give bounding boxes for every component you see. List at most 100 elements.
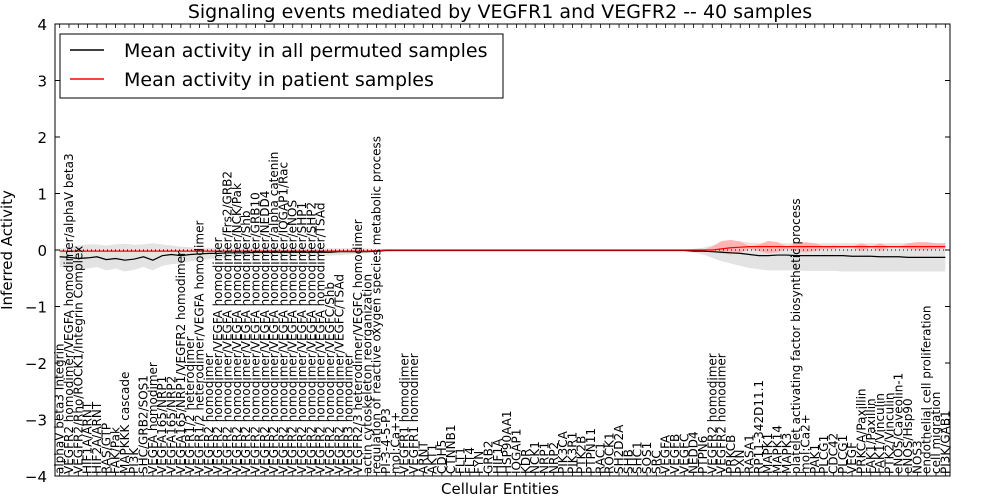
x-tick-label: VEGFA165/NRP2 <box>165 376 179 474</box>
band-patient <box>59 239 946 255</box>
x-tick-label: VEGFR2 homodimer/VEGFA homodimer/Frs2/GR… <box>220 171 234 474</box>
x-tick-label: KDR <box>519 449 533 474</box>
axes: −4 −3 −2 −1 0 1 2 3 4 <box>25 16 951 486</box>
x-tick-label: PTK2B <box>575 436 589 474</box>
x-tick-label: MAPK3 <box>780 433 794 474</box>
x-tick-label: PTPN6 <box>696 436 710 474</box>
x-tick-label: regulation of reactive oxygen species me… <box>370 136 384 474</box>
x-tick-label: FAK1/Vinculin <box>873 393 887 474</box>
x-tick-label: MAPK1 <box>761 433 775 474</box>
y-tick-label: −1 <box>25 299 47 317</box>
x-tick-label: CDH5 <box>435 440 449 474</box>
legend <box>59 33 504 99</box>
legend-label: Mean activity in all permuted samples <box>124 40 487 62</box>
x-tick-label: SHB <box>621 449 635 474</box>
x-tick-label: NRP1 <box>537 442 551 474</box>
x-tick-label: actin cytoskeleton reorganization <box>360 274 374 474</box>
x-tick-label: PRKCA/Paxillin <box>854 388 868 474</box>
x-tick-label: VEGFR2 homodimer/VEGFA homodimer/SHP1 <box>295 202 309 474</box>
x-tick-label: CDC42 <box>826 433 840 474</box>
legend-label: Mean activity in patient samples <box>124 69 434 91</box>
x-tick-label: platelet activating factor biosynthetic … <box>789 198 803 474</box>
x-tick-label: eNOS/Caveolin-1 <box>892 373 906 474</box>
series-line-patient <box>59 246 946 252</box>
x-tick-label: FYN <box>472 451 486 474</box>
y-tick-label: −3 <box>25 412 47 430</box>
x-tick-label: PTPN11 <box>584 428 598 474</box>
x-tick-label: VEGFC <box>677 434 691 474</box>
x-tick-label: endothelial cell proliferation <box>920 306 934 474</box>
x-tick-label: PIK3R1 <box>565 432 579 474</box>
x-tick-label: VEGFR2 homodimer/VEGFA homodimer/NCK/Pak <box>230 183 244 474</box>
y-tick-label: −2 <box>25 355 47 373</box>
x-tick-label: VEGFR2 homodimer/VEGFA homodimer/IQGAP1/… <box>276 162 290 474</box>
x-tick-label: VEGFR3 homodimer <box>342 353 356 474</box>
x-tick-label: CTNNB1 <box>444 424 458 474</box>
x-tick-label: alphaV beta3 Integrin <box>53 343 67 474</box>
x-tick-label: SOS1 <box>640 442 654 474</box>
x-tick-label: MAPKKK cascade <box>118 372 132 474</box>
x-tick-label: VEGF <box>845 442 859 474</box>
x-tick-label: PLCG1 <box>817 435 831 474</box>
x-tick-label: SHC/GRB2/SOS1 <box>137 375 151 474</box>
x-tick-label: VEGFR2 homodimer/VEGFA homodimer <box>211 237 225 474</box>
x-tick-label: ARNT <box>416 440 430 474</box>
x-axis-label: Cellular Entities <box>441 480 559 498</box>
y-tick-label: 0 <box>37 242 47 260</box>
x-tick-label: VEGFR2 homodimer/VEGFA homodimer/TSAd <box>314 203 328 474</box>
x-tick-label: RAC1 <box>593 442 607 474</box>
x-tick-label: RASA1 <box>743 434 757 474</box>
x-tick-label: VEGFR2 homodimer/VEGFC/TSAd <box>332 274 346 474</box>
x-tick-labels: alphaV beta3 Integrin VEGFR2 homodimer/VE… <box>53 136 953 474</box>
x-tick-label: ROCK1 <box>603 432 617 474</box>
x-tick-label: SH2D2A <box>612 424 626 474</box>
x-tick-label: PI3K/GAB1 <box>938 410 952 474</box>
x-tick-label: PAK1 <box>808 444 822 474</box>
x-tick-label: VEGFR2 homodimer/VEGFA homodimer/GRB10 <box>248 192 262 474</box>
x-tick-label: mol:Ca++ <box>388 412 402 474</box>
y-tick-label: 1 <box>37 186 47 204</box>
x-tick-label: VEGFA165/NRP1/VEGFR2 homodimer <box>174 251 188 474</box>
x-tick-label: VEGFR2/3 heterodimer/VEGFC homodimer <box>351 219 365 474</box>
x-tick-label: FAK1/Paxillin <box>864 398 878 474</box>
x-tick-label: VEGFR2 homodimer <box>705 353 719 474</box>
x-tick-label: VEGFR1/2 heterodimer <box>183 336 197 474</box>
x-tick-label: HIF1A <box>491 438 505 474</box>
x-tick-label: SHC1 <box>631 441 645 474</box>
x-tick-label: PI3K <box>127 447 141 474</box>
x-tick-label: PTK2/Vinculin <box>882 393 896 474</box>
x-tick-label: PRKCB <box>724 435 738 474</box>
y-tick-label: 4 <box>37 16 47 34</box>
x-tick-label: PIK3CA <box>556 430 570 474</box>
x-tick-label: VEGFR1 homodimer <box>407 353 421 474</box>
x-tick-label: VEGFA165/NRP1 <box>155 376 169 474</box>
x-tick-label: mol:Ca2+ <box>798 414 812 474</box>
x-tick-label: SRC <box>649 450 663 474</box>
x-tick-label: VEGFA homodimer <box>146 362 160 474</box>
y-axis-label: Inferred Activity <box>0 190 16 310</box>
x-tick-label: eNOS/Hsp90 <box>901 398 915 474</box>
x-tick-label: FAK/Pak <box>109 427 123 474</box>
x-tick-label: GRB2 <box>482 440 496 474</box>
x-tick-label: HSP90AA1 <box>500 410 514 474</box>
x-tick-label: NEDD4 <box>687 431 701 474</box>
x-tick-label: PLCG1 <box>836 435 850 474</box>
x-tick-label: IQGAP1 <box>509 429 523 474</box>
x-tick-label: VEGFR2 homodimer/VEGFA homodimer/NEDD4 <box>258 191 272 474</box>
x-tick-label: VEGFB <box>668 434 682 474</box>
x-tick-label: cell migration <box>929 392 943 474</box>
y-tick-label: −4 <box>25 468 47 486</box>
x-tick-label: VEGFR2 homodimer/VEGFC/Shb <box>323 282 337 474</box>
x-tick-label: PI-3-4-5-P3 <box>379 408 393 474</box>
x-tick-label: VEGFR2 homodimer <box>202 353 216 474</box>
x-tick-label: VEGFR1/2 heterodimer/VEGFA homodimer <box>193 221 207 474</box>
x-tick-label: FLT1 <box>454 447 468 474</box>
y-tick-label: 3 <box>37 73 47 91</box>
x-tick-label: NCK1 <box>528 441 542 474</box>
x-tick-label: NOS3 <box>910 440 924 474</box>
x-tick-label: HIF2A/ARNT <box>90 401 104 474</box>
legend-entries: Mean activity in all permuted samples Mea… <box>70 40 487 91</box>
x-tick-label: VEGFR1 homodimer <box>398 353 412 474</box>
x-tick-label: VEGFR2 homodimer/VEGFA homodimer/eNOS <box>286 200 300 474</box>
x-tick-label: AKT1 <box>426 444 440 474</box>
